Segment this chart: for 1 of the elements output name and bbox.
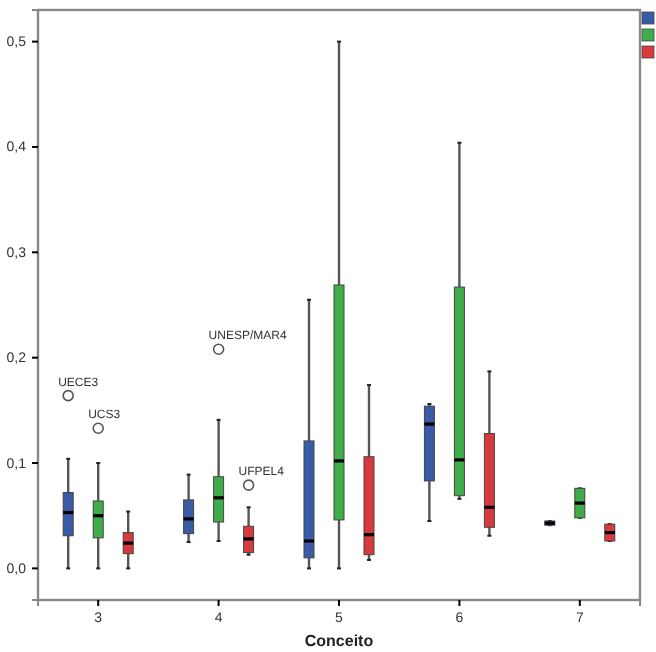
x-axis-title: Conceito bbox=[304, 632, 374, 650]
